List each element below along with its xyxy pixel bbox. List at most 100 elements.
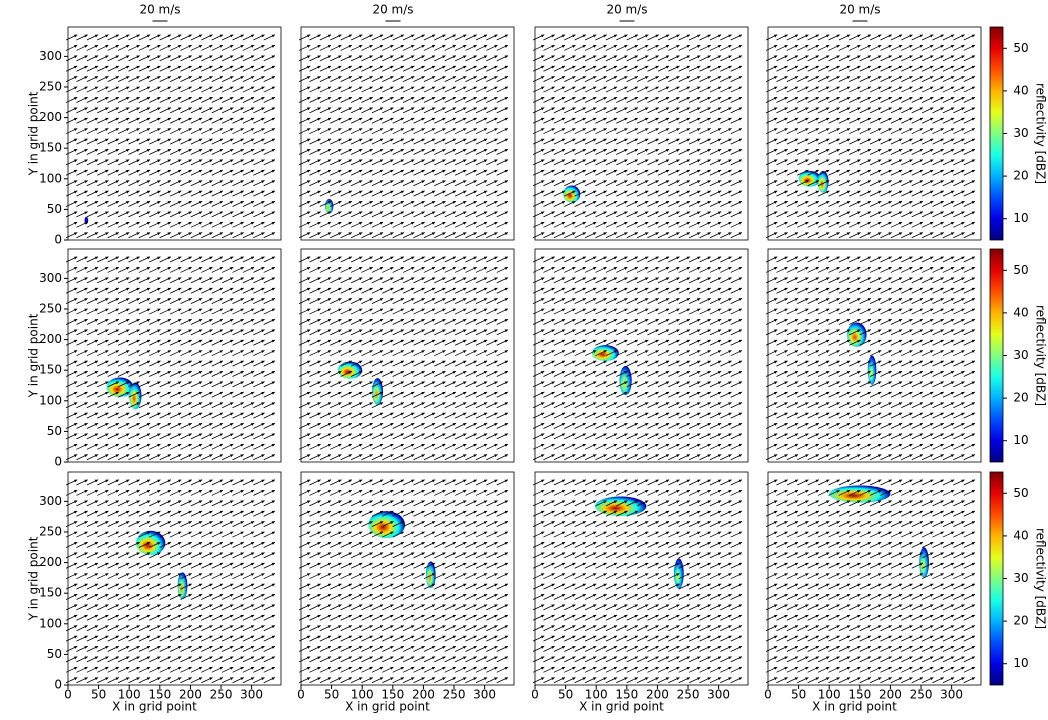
arrow-head [84, 221, 88, 225]
wind-arrow [86, 55, 99, 62]
wind-arrow [180, 232, 192, 239]
arrow-head [146, 55, 151, 59]
wind-arrow [159, 107, 172, 114]
arrow-head [157, 34, 161, 38]
wind-arrow [97, 34, 109, 41]
arrow-head [84, 55, 88, 59]
arrow-head [73, 86, 78, 90]
arrow-head [73, 97, 78, 100]
arrow-head [73, 128, 78, 132]
arrow-head [115, 211, 119, 215]
wind-arrow [76, 190, 88, 197]
arrow-head [188, 55, 192, 59]
wind-arrow [117, 65, 130, 72]
arrow-head [177, 201, 182, 204]
wind-arrow [117, 159, 130, 166]
arrow-head [157, 138, 161, 142]
arrow-head [177, 34, 182, 38]
arrow-head [146, 97, 151, 100]
arrow-head [115, 86, 119, 90]
arrow-head [84, 138, 88, 142]
quiver-key-label: 20 m/s [839, 3, 880, 17]
wind-arrow [76, 221, 88, 228]
arrow-head [94, 34, 99, 38]
arrow-head [167, 138, 171, 142]
wind-arrow [169, 65, 182, 72]
arrow-head [188, 138, 192, 142]
wind-arrow [97, 138, 109, 145]
arrow-head [115, 159, 119, 163]
arrow-head [125, 221, 130, 225]
wind-arrow [76, 232, 88, 239]
arrow-head [105, 34, 109, 38]
arrow-head [94, 97, 99, 100]
arrow-head [146, 65, 151, 69]
wind-arrow [65, 169, 78, 176]
arrow-head [167, 107, 171, 111]
arrow-head [136, 97, 140, 100]
arrow-head [188, 65, 192, 69]
arrow-head [84, 159, 88, 163]
wind-arrow [169, 159, 182, 166]
wind-arrow [117, 211, 130, 218]
wind-arrow [159, 169, 172, 176]
wind-arrow [138, 117, 151, 124]
arrow-head [157, 45, 161, 48]
wind-arrow [76, 86, 88, 93]
wind-arrow [86, 232, 99, 239]
arrow-head [73, 117, 78, 121]
wind-arrow [128, 190, 140, 197]
wind-arrow [107, 232, 120, 239]
arrow-head [125, 65, 130, 69]
wind-arrow [128, 96, 140, 103]
arrow-head [115, 65, 119, 69]
wind-arrow [97, 128, 109, 135]
wind-arrow [117, 107, 130, 114]
wind-arrow [159, 159, 172, 166]
wind-arrow [138, 55, 151, 62]
wind-arrow [76, 76, 88, 83]
arrow-head [188, 76, 192, 80]
wind-arrow [149, 180, 161, 187]
wind-arrow [65, 107, 78, 114]
arrow-head [136, 117, 140, 121]
arrow-head [146, 169, 151, 173]
wind-arrow [97, 190, 109, 197]
arrow-head [115, 76, 119, 80]
y-tick-label: 200 [39, 110, 62, 124]
arrow-head [188, 180, 192, 184]
wind-arrow [190, 200, 203, 207]
wind-arrow [159, 128, 172, 135]
arrow-head [84, 201, 88, 204]
arrow-head [198, 211, 203, 215]
wind-arrow [169, 232, 182, 239]
wind-arrow [107, 148, 120, 155]
arrow-head [125, 86, 130, 90]
wind-arrow [149, 190, 161, 197]
wind-arrow [169, 221, 182, 228]
arrow-head [157, 117, 161, 121]
arrow-head [198, 159, 203, 163]
wind-arrow [76, 148, 88, 155]
arrow-head [73, 138, 78, 142]
wind-arrow [180, 96, 192, 103]
wind-arrow [86, 96, 99, 103]
wind-arrow [138, 44, 151, 51]
arrow-head [146, 128, 151, 132]
wind-arrow [138, 159, 151, 166]
y-tick-label: 100 [39, 171, 62, 185]
arrow-head [125, 159, 130, 163]
wind-arrow [97, 44, 109, 51]
arrow-head [157, 76, 161, 80]
arrow-head [84, 117, 88, 121]
arrow-head [84, 169, 88, 173]
arrow-head [94, 86, 99, 90]
arrow-head [167, 211, 171, 215]
wind-arrow [97, 180, 109, 187]
wind-arrow [138, 96, 151, 103]
arrow-head [188, 232, 192, 236]
arrow-head [94, 211, 99, 215]
arrow-head [115, 232, 119, 236]
wind-arrow [128, 34, 140, 41]
arrow-head [73, 34, 78, 38]
